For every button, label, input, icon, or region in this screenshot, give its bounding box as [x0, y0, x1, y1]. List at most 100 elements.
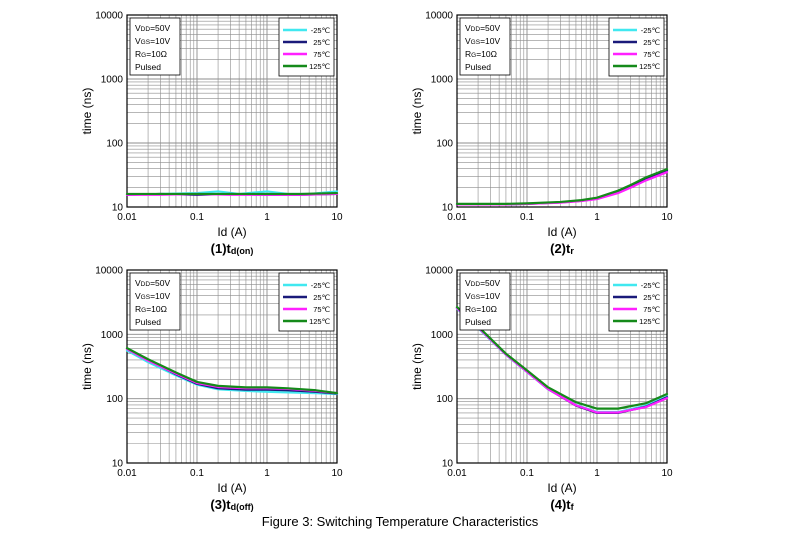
- legend-label: 125℃: [639, 317, 661, 326]
- x-tick-label: 10: [331, 468, 343, 479]
- y-axis-label: time (ns): [80, 88, 94, 135]
- x-tick-label: 0.01: [447, 212, 467, 223]
- condition-rest: =10Ω: [476, 304, 497, 314]
- condition-main: V: [135, 291, 141, 301]
- legend-label: 125℃: [639, 62, 661, 71]
- condition-sub: G: [141, 307, 146, 314]
- x-tick-label: 0.01: [117, 468, 137, 479]
- chart-caption-main: (2)t: [550, 241, 571, 256]
- x-axis-label: Id (A): [547, 225, 576, 239]
- conditions-frame: [459, 272, 511, 331]
- chart-tf: 0.01 0.1 1 10 10 100 1000 10000 Id (A) time (ns) (…: [410, 266, 673, 513]
- condition-main: V: [465, 36, 471, 46]
- y-tick-label: 100: [106, 139, 123, 150]
- condition-line: VDD=50V: [135, 23, 170, 33]
- condition-rest: =10Ω: [146, 304, 167, 314]
- y-axis-label: time (ns): [410, 88, 424, 135]
- legend-label: -25℃: [311, 281, 331, 290]
- y-tick-label: 10: [112, 459, 124, 470]
- condition-rest: =50V: [480, 278, 500, 288]
- condition-rest: =10V: [150, 36, 170, 46]
- chart-caption-main: (1)t: [211, 241, 232, 256]
- condition-main: Pulsed: [135, 62, 161, 72]
- y-axis-label: time (ns): [410, 343, 424, 390]
- conditions-frame: [459, 17, 511, 76]
- y-tick-label: 100: [436, 139, 453, 150]
- chart-td_off: 0.01 0.1 1 10 10 100 1000 10000 Id (A) time (ns) (…: [80, 266, 343, 513]
- x-tick-label: 0.1: [190, 468, 204, 479]
- x-axis-label: Id (A): [547, 481, 576, 495]
- chart-caption: (1)td(on): [211, 241, 254, 256]
- condition-rest: =10V: [480, 291, 500, 301]
- condition-main: V: [135, 23, 141, 33]
- chart-tr: 0.01 0.1 1 10 10 100 1000 10000 Id (A) time (ns) (…: [410, 11, 673, 257]
- plot-frame: [126, 14, 338, 208]
- condition-line: Pulsed: [135, 317, 161, 327]
- condition-line: VGS=10V: [135, 291, 170, 301]
- series-line-3: [455, 171, 669, 206]
- y-tick-label: 1000: [431, 75, 454, 86]
- condition-line: VGS=10V: [465, 291, 500, 301]
- series-line-4: [125, 347, 339, 395]
- condition-line: VDD=50V: [465, 23, 500, 33]
- figure-caption: Figure 3: Switching Temperature Characte…: [261, 514, 539, 529]
- condition-sub: DD: [471, 281, 481, 288]
- x-tick-label: 1: [594, 212, 600, 223]
- condition-rest: =50V: [150, 23, 170, 33]
- y-tick-label: 100: [436, 394, 453, 405]
- legend-label: 25℃: [643, 293, 660, 302]
- condition-main: V: [465, 291, 471, 301]
- condition-line: RG=10Ω: [465, 49, 497, 59]
- x-tick-label: 0.01: [117, 212, 137, 223]
- y-tick-label: 10000: [95, 266, 123, 277]
- series-line-1: [125, 349, 339, 396]
- x-tick-label: 0.01: [447, 468, 467, 479]
- condition-main: R: [465, 304, 471, 314]
- chart-caption: (2)tr: [550, 241, 574, 256]
- conditions-box: VDD=50V VGS=10V RG=10Ω Pulsed: [129, 17, 181, 76]
- x-tick-label: 0.1: [190, 212, 204, 223]
- condition-line: VDD=50V: [135, 278, 170, 288]
- condition-line: Pulsed: [465, 317, 491, 327]
- condition-main: V: [135, 36, 141, 46]
- condition-rest: =50V: [480, 23, 500, 33]
- x-tick-label: 10: [661, 468, 673, 479]
- condition-rest: =10Ω: [146, 49, 167, 59]
- series-line-4: [125, 191, 339, 196]
- legend-label: -25℃: [641, 26, 661, 35]
- condition-sub: G: [471, 307, 476, 314]
- x-tick-label: 1: [264, 468, 270, 479]
- condition-sub: G: [141, 52, 146, 59]
- series-line-4: [455, 306, 669, 410]
- condition-line: RG=10Ω: [465, 304, 497, 314]
- condition-main: R: [135, 49, 141, 59]
- condition-line: VGS=10V: [135, 36, 170, 46]
- legend-label: 25℃: [313, 38, 330, 47]
- conditions-frame: [129, 272, 181, 331]
- condition-main: Pulsed: [135, 317, 161, 327]
- x-tick-label: 1: [264, 212, 270, 223]
- legend-label: 75℃: [313, 50, 330, 59]
- legend-label: 125℃: [309, 62, 331, 71]
- condition-rest: =10V: [480, 36, 500, 46]
- condition-line: RG=10Ω: [135, 304, 167, 314]
- condition-line: VGS=10V: [465, 36, 500, 46]
- condition-rest: =10V: [150, 291, 170, 301]
- chart-caption-main: (3)t: [210, 497, 231, 512]
- condition-rest: =10Ω: [476, 49, 497, 59]
- legend: -25℃ 25℃ 75℃ 125℃: [278, 272, 335, 332]
- y-axis-label: time (ns): [80, 343, 94, 390]
- y-tick-label: 1000: [431, 330, 454, 341]
- y-tick-label: 10000: [95, 11, 123, 22]
- chart-caption: (3)td(off): [210, 497, 253, 512]
- plot-frame: [456, 14, 668, 208]
- y-tick-label: 100: [106, 394, 123, 405]
- chart-caption-sub: r: [570, 246, 574, 256]
- legend-label: 75℃: [313, 305, 330, 314]
- chart-caption-sub: d(off): [231, 502, 254, 512]
- chart-caption-sub: f: [571, 502, 575, 512]
- legend: -25℃ 25℃ 75℃ 125℃: [608, 272, 665, 332]
- y-tick-label: 10000: [425, 11, 453, 22]
